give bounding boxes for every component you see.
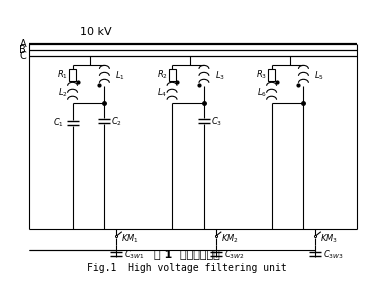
Text: $R_2$: $R_2$	[157, 68, 168, 81]
Text: $L_3$: $L_3$	[215, 69, 225, 82]
Text: $C_{3W3}$: $C_{3W3}$	[324, 248, 344, 261]
Text: 图 1  高压滤波单元: 图 1 高压滤波单元	[154, 249, 220, 259]
Text: B: B	[19, 45, 26, 55]
Text: $C_1$: $C_1$	[53, 117, 64, 129]
Text: Fig.1  High voltage filtering unit: Fig.1 High voltage filtering unit	[87, 263, 287, 274]
Text: $L_4$: $L_4$	[157, 87, 167, 100]
Text: $L_6$: $L_6$	[257, 87, 267, 100]
Text: C: C	[19, 51, 26, 61]
Text: A: A	[19, 40, 26, 49]
Text: $C_3$: $C_3$	[211, 116, 222, 128]
Text: $R_1$: $R_1$	[57, 68, 68, 81]
Bar	[268, 69, 275, 81]
Text: $C_{3W2}$: $C_{3W2}$	[224, 248, 244, 261]
Text: $C_2$: $C_2$	[111, 116, 122, 128]
Text: $KM_3$: $KM_3$	[321, 232, 338, 245]
Text: 10 kV: 10 kV	[80, 26, 111, 36]
Text: $KM_1$: $KM_1$	[121, 232, 139, 245]
Text: $L_1$: $L_1$	[115, 69, 125, 82]
Text: $R_3$: $R_3$	[256, 68, 267, 81]
Text: $KM_2$: $KM_2$	[221, 232, 239, 245]
Text: $C_{3W1}$: $C_{3W1}$	[124, 248, 145, 261]
Bar	[169, 69, 175, 81]
Text: $L_2$: $L_2$	[58, 87, 68, 100]
Text: $L_5$: $L_5$	[315, 69, 324, 82]
Bar	[69, 69, 76, 81]
